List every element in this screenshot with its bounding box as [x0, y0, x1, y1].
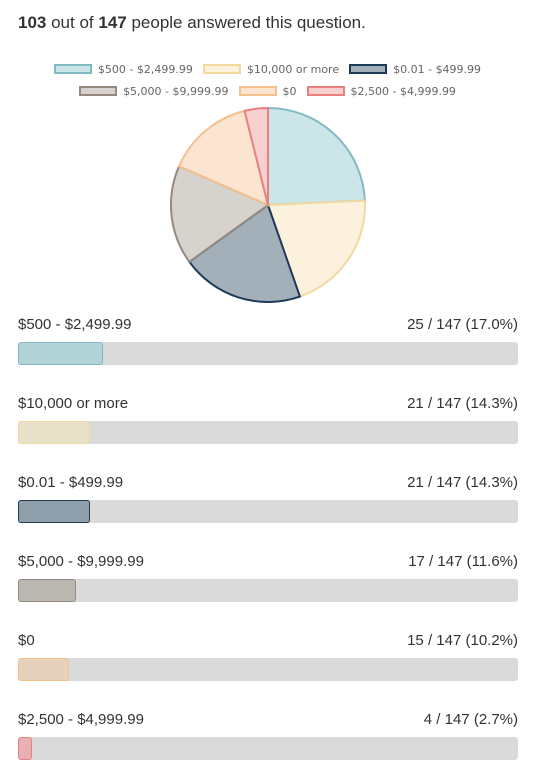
- bar-track: [18, 421, 518, 444]
- bar-fill: [18, 342, 103, 365]
- legend-row: $5,000 - $9,999.99 $0 $2,500 - $4,999.99: [0, 82, 535, 100]
- bar-count: 21 / 147 (14.3%): [407, 395, 518, 412]
- bar-header: $10,000 or more 21 / 147 (14.3%): [18, 394, 518, 414]
- legend-label: $0: [282, 84, 297, 98]
- bar-row: $0 15 / 147 (10.2%): [18, 631, 518, 681]
- bar-label: $2,500 - $4,999.99: [18, 711, 144, 728]
- bar-label: $0: [18, 632, 35, 649]
- legend-label: $500 - $2,499.99: [97, 62, 193, 76]
- bar-header: $2,500 - $4,999.99 4 / 147 (2.7%): [18, 710, 518, 730]
- bar-count: 4 / 147 (2.7%): [423, 711, 518, 728]
- summary-suffix: people answered this question.: [126, 13, 366, 32]
- bar-row: $5,000 - $9,999.99 17 / 147 (11.6%): [18, 552, 518, 602]
- legend-item[interactable]: $5,000 - $9,999.99: [79, 82, 229, 100]
- pie-slice[interactable]: [243, 106, 269, 206]
- bar-header: $5,000 - $9,999.99 17 / 147 (11.6%): [18, 552, 518, 572]
- bar-track: [18, 500, 518, 523]
- bar-row: $500 - $2,499.99 25 / 147 (17.0%): [18, 315, 518, 365]
- pie-slice[interactable]: [170, 164, 271, 264]
- pie-slice[interactable]: [187, 203, 302, 303]
- bar-track: [18, 342, 518, 365]
- bar-track: [18, 737, 518, 760]
- bar-label: $500 - $2,499.99: [18, 316, 132, 333]
- legend-swatch: [53, 64, 92, 74]
- legend-item[interactable]: $2,500 - $4,999.99: [306, 82, 456, 100]
- bar-track: [18, 658, 518, 681]
- bar-fill: [18, 421, 90, 444]
- bar-count: 21 / 147 (14.3%): [407, 474, 518, 491]
- legend-item[interactable]: $500 - $2,499.99: [53, 60, 193, 78]
- bar-label: $0.01 - $499.99: [18, 474, 124, 491]
- chart-legend: $500 - $2,499.99 $10,000 or more $0.01 - $…: [0, 60, 535, 104]
- bar-count: 17 / 147 (11.6%): [408, 553, 518, 570]
- legend-item[interactable]: $10,000 or more: [202, 60, 340, 78]
- pie-slice[interactable]: [267, 106, 366, 207]
- bar-header: $0 15 / 147 (10.2%): [18, 631, 518, 651]
- legend-label: $2,500 - $4,999.99: [350, 84, 456, 98]
- pie-slice[interactable]: [177, 109, 270, 207]
- legend-swatch: [202, 64, 241, 74]
- bar-track: [18, 579, 518, 602]
- bar-count: 25 / 147 (17.0%): [407, 316, 518, 333]
- legend-item[interactable]: $0.01 - $499.99: [349, 60, 481, 78]
- bar-label: $10,000 or more: [18, 395, 129, 412]
- bar-header: $500 - $2,499.99 25 / 147 (17.0%): [18, 315, 518, 335]
- bar-fill: [18, 500, 90, 523]
- pie-chart: [170, 106, 366, 303]
- total-count: 147: [98, 13, 127, 32]
- legend-label: $5,000 - $9,999.99: [123, 84, 229, 98]
- legend-label: $0.01 - $499.99: [393, 62, 482, 76]
- legend-item[interactable]: $0: [238, 82, 297, 100]
- bar-fill: [18, 658, 69, 681]
- bar-row: $0.01 - $499.99 21 / 147 (14.3%): [18, 473, 518, 523]
- bar-fill: [18, 579, 76, 602]
- legend-label: $10,000 or more: [246, 62, 340, 76]
- summary-mid: out of: [46, 13, 99, 32]
- bar-header: $0.01 - $499.99 21 / 147 (14.3%): [18, 473, 518, 493]
- bar-row: $2,500 - $4,999.99 4 / 147 (2.7%): [18, 710, 518, 760]
- bar-label: $5,000 - $9,999.99: [18, 553, 144, 570]
- legend-row: $500 - $2,499.99 $10,000 or more $0.01 - $…: [0, 60, 535, 78]
- legend-swatch: [238, 86, 277, 96]
- response-summary: 103 out of 147 people answered this ques…: [18, 13, 366, 33]
- legend-swatch: [349, 64, 388, 74]
- bar-fill: [18, 737, 32, 760]
- bar-count: 15 / 147 (10.2%): [407, 632, 518, 649]
- legend-swatch: [79, 86, 118, 96]
- bar-row: $10,000 or more 21 / 147 (14.3%): [18, 394, 518, 444]
- legend-swatch: [306, 86, 345, 96]
- answered-count: 103: [18, 13, 47, 32]
